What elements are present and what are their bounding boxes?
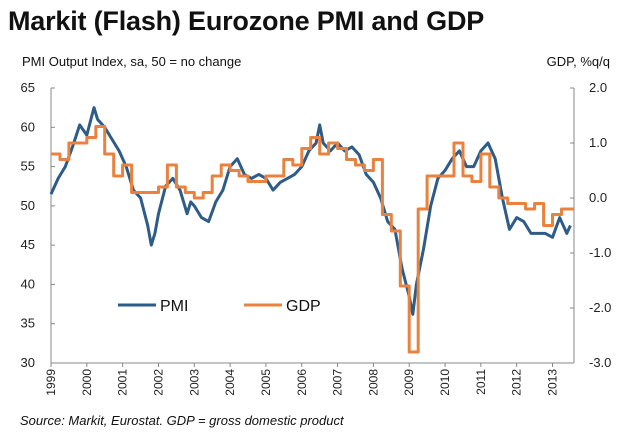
x-tick-label: 2007 xyxy=(331,369,345,396)
pmi-series-line xyxy=(49,106,572,316)
source-note: Source: Markit, Eurostat. GDP = gross do… xyxy=(20,413,344,428)
legend-gdp-label: GDP xyxy=(286,298,321,315)
x-tick-label: 2012 xyxy=(510,369,524,396)
left-tick-label: 60 xyxy=(21,119,35,134)
x-tick-label: 2010 xyxy=(438,369,452,396)
right-axis-label: GDP, %q/q xyxy=(546,54,610,69)
x-tick-label: 2005 xyxy=(259,369,273,396)
right-tick-label: -3.0 xyxy=(589,355,611,370)
x-tick-label: 2013 xyxy=(546,369,560,396)
x-tick-label: 2006 xyxy=(295,369,309,396)
left-tick-label: 65 xyxy=(21,80,35,95)
right-tick-label: 2.0 xyxy=(589,80,607,95)
x-tick-label: 2003 xyxy=(187,369,201,396)
left-tick-label: 55 xyxy=(21,159,35,174)
x-tick-label: 2011 xyxy=(474,369,488,395)
x-tick-label: 2001 xyxy=(116,369,130,396)
right-tick-label: -1.0 xyxy=(589,245,611,260)
left-tick-label: 30 xyxy=(21,355,35,370)
right-tick-label: 1.0 xyxy=(589,135,607,150)
gdp-series-line xyxy=(51,125,574,354)
legend-pmi-label: PMI xyxy=(160,298,188,315)
left-axis-label: PMI Output Index, sa, 50 = no change xyxy=(22,54,242,69)
left-tick-label: 40 xyxy=(21,276,35,291)
x-tick-label: 2004 xyxy=(223,369,237,396)
right-tick-label: -2.0 xyxy=(589,300,611,315)
x-tick-label: 2002 xyxy=(151,369,165,396)
chart-title: Markit (Flash) Eurozone PMI and GDP xyxy=(8,6,485,36)
left-tick-label: 45 xyxy=(21,237,35,252)
x-tick-label: 2008 xyxy=(366,369,380,396)
left-tick-label: 35 xyxy=(21,316,35,331)
left-tick-label: 50 xyxy=(21,198,35,213)
right-tick-label: 0.0 xyxy=(589,190,607,205)
x-tick-label: 2000 xyxy=(80,369,94,396)
x-tick-label: 2009 xyxy=(402,369,416,396)
x-tick-label: 1999 xyxy=(44,369,58,396)
